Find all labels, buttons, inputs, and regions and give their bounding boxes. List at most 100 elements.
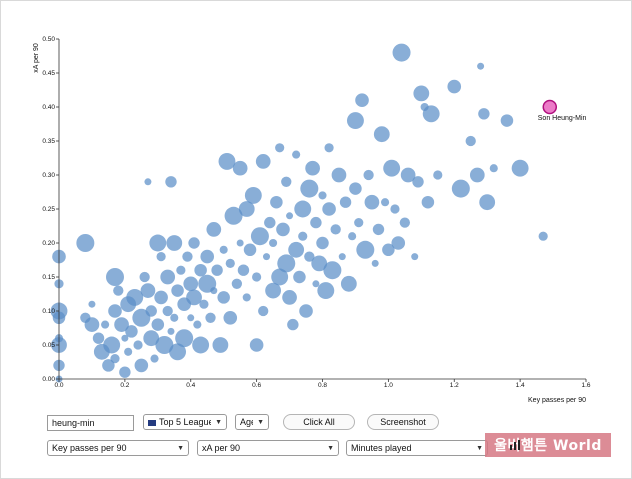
data-point[interactable] [346, 112, 364, 130]
data-point[interactable] [255, 154, 271, 169]
data-point[interactable] [155, 336, 174, 354]
data-point[interactable] [271, 268, 289, 286]
data-point[interactable] [263, 253, 271, 261]
data-point[interactable] [275, 143, 285, 153]
data-point[interactable] [236, 239, 244, 247]
data-point[interactable] [371, 259, 379, 267]
x-metric-select[interactable]: Key passes per 90 ▼ [47, 440, 189, 456]
data-point[interactable] [211, 264, 223, 276]
data-point[interactable] [381, 198, 390, 207]
data-point[interactable] [304, 251, 315, 262]
data-point[interactable] [121, 334, 129, 342]
data-point[interactable] [105, 268, 124, 286]
data-point[interactable] [372, 223, 385, 236]
data-point[interactable] [318, 191, 327, 200]
data-point[interactable] [324, 143, 334, 153]
data-point[interactable] [399, 217, 410, 228]
data-point[interactable] [144, 178, 152, 186]
data-point[interactable] [165, 176, 177, 188]
data-point[interactable] [269, 238, 278, 248]
data-point[interactable] [150, 354, 159, 363]
data-point[interactable] [160, 269, 176, 285]
data-point[interactable] [383, 159, 401, 177]
data-point[interactable] [355, 93, 369, 107]
data-point[interactable] [538, 231, 548, 241]
data-point[interactable] [237, 264, 250, 276]
data-point[interactable] [244, 186, 262, 204]
data-point[interactable] [411, 253, 419, 261]
data-point[interactable] [447, 79, 462, 94]
data-point[interactable] [264, 216, 276, 229]
y-metric-select[interactable]: xA per 90 ▼ [197, 440, 339, 456]
data-point[interactable] [192, 336, 210, 354]
data-point[interactable] [238, 201, 255, 217]
data-point[interactable] [286, 212, 294, 220]
data-point[interactable] [300, 179, 319, 198]
data-point[interactable] [249, 338, 264, 352]
data-point[interactable] [154, 290, 168, 305]
data-point[interactable] [151, 318, 165, 331]
data-point[interactable] [194, 263, 207, 277]
data-point[interactable] [133, 340, 143, 350]
data-point[interactable] [225, 258, 235, 268]
data-point[interactable] [176, 265, 186, 275]
data-point[interactable] [331, 167, 347, 183]
data-point[interactable] [421, 195, 435, 209]
data-point[interactable] [232, 160, 248, 176]
data-point[interactable] [349, 182, 362, 195]
data-point[interactable] [145, 305, 157, 317]
data-point[interactable] [134, 358, 149, 373]
data-point[interactable] [479, 194, 496, 211]
data-point[interactable] [113, 285, 124, 296]
data-point[interactable] [356, 240, 375, 259]
data-point[interactable] [330, 224, 341, 235]
data-point[interactable] [413, 85, 430, 102]
data-point[interactable] [162, 305, 173, 317]
data-point[interactable] [282, 290, 297, 305]
data-point[interactable] [170, 313, 179, 322]
data-point[interactable] [500, 114, 514, 127]
data-point[interactable] [265, 282, 281, 299]
data-point[interactable] [119, 366, 131, 378]
data-point[interactable] [205, 312, 216, 323]
data-point[interactable] [149, 234, 167, 252]
data-point[interactable] [200, 249, 215, 264]
data-point[interactable] [126, 288, 144, 306]
data-point[interactable] [322, 202, 336, 216]
data-point[interactable] [391, 236, 406, 250]
data-point[interactable] [477, 62, 485, 70]
data-point[interactable] [242, 293, 251, 302]
data-point[interactable] [101, 320, 110, 329]
data-point[interactable] [186, 289, 202, 306]
data-point[interactable] [139, 271, 150, 283]
data-point[interactable] [348, 232, 357, 241]
data-point[interactable] [199, 299, 209, 309]
data-point[interactable] [219, 245, 228, 254]
data-point[interactable] [373, 126, 390, 143]
data-point[interactable] [340, 275, 357, 292]
data-point[interactable] [206, 222, 222, 237]
data-point[interactable] [218, 152, 236, 170]
data-point[interactable] [323, 261, 342, 280]
highlight-bubble[interactable] [542, 99, 558, 115]
data-point[interactable] [88, 300, 96, 308]
data-point[interactable] [422, 105, 440, 123]
data-point[interactable] [364, 194, 380, 210]
data-point[interactable] [258, 305, 269, 317]
data-point[interactable] [212, 337, 229, 353]
data-point[interactable] [293, 270, 306, 284]
data-point[interactable] [103, 336, 121, 354]
data-point[interactable] [182, 251, 193, 262]
data-point[interactable] [125, 325, 138, 338]
data-point[interactable] [311, 255, 328, 272]
data-point[interactable] [276, 222, 290, 237]
data-point[interactable] [110, 354, 120, 364]
data-point[interactable] [316, 236, 329, 250]
data-point[interactable] [310, 216, 322, 229]
data-point[interactable] [412, 176, 424, 188]
data-point[interactable] [469, 167, 485, 183]
data-point[interactable] [84, 317, 100, 332]
data-point[interactable] [169, 343, 187, 361]
data-point[interactable] [217, 291, 230, 304]
data-point[interactable] [433, 170, 443, 180]
